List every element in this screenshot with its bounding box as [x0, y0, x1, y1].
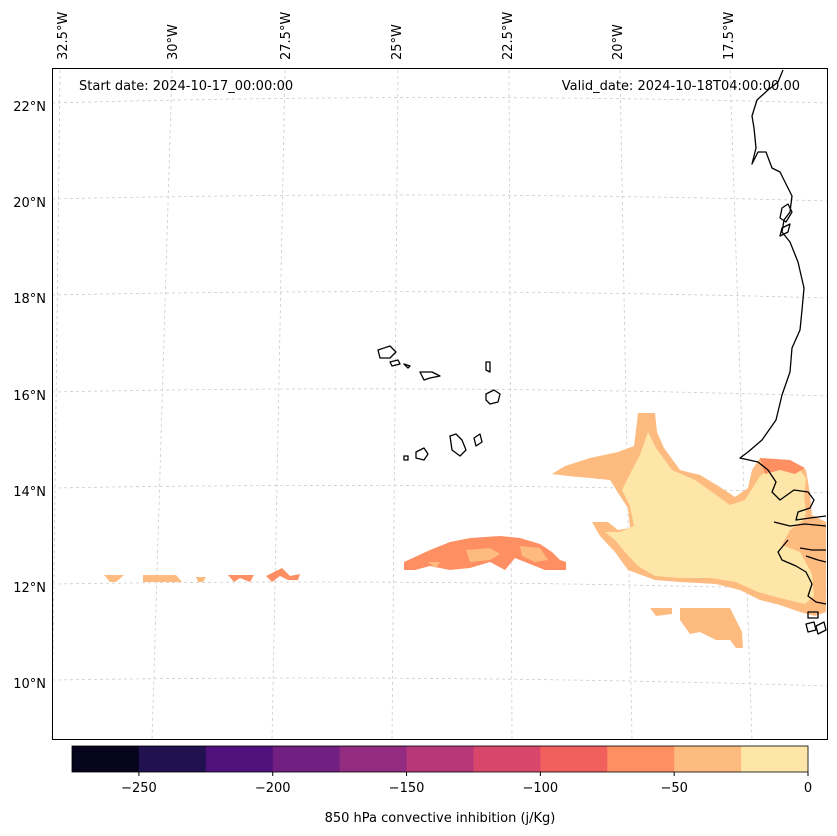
- lon-label: 30°W: [166, 24, 181, 60]
- cin-area-light-orange-west-a: [104, 575, 124, 582]
- start-date-label: Start date: 2024-10-17_00:00:00: [79, 79, 293, 94]
- colorbar-swatch: [272, 746, 341, 772]
- island-bissagos-a: [805, 621, 817, 633]
- grid-line-lon-30: [151, 69, 173, 741]
- grid-line-lat-18: [51, 291, 829, 299]
- cin-area-light-orange-west-b: [143, 575, 182, 582]
- colorbar-tick-label: −250: [121, 781, 157, 796]
- african-coastline: [739, 69, 827, 521]
- lat-label: 14°N: [13, 485, 46, 500]
- colorbar-swatch: [540, 746, 608, 772]
- island-bissagos-b: [815, 621, 827, 635]
- colorbar-swatch: [406, 746, 474, 772]
- cin-area-light-orange-west-c: [196, 577, 206, 582]
- grid-line-lat-10: [51, 677, 829, 687]
- island-brava: [403, 455, 409, 461]
- island-sal: [485, 361, 491, 373]
- colorbar-swatch: [138, 746, 207, 772]
- lon-label: 27.5°W: [279, 12, 294, 60]
- colorbar-swatch: [607, 746, 675, 772]
- colorbar-swatch: [741, 746, 809, 772]
- cin-area-light-orange-central-a: [466, 548, 500, 562]
- grid-line-lon-27-5: [271, 69, 286, 741]
- colorbar-tick-label: −100: [523, 781, 559, 796]
- colorbar-swatch: [339, 746, 408, 772]
- cin-area-pale-yellow: [605, 432, 814, 604]
- colorbar-swatch: [674, 746, 742, 772]
- coastlines: [377, 69, 827, 635]
- island-santiago: [449, 433, 467, 457]
- island-sao-nicolau: [419, 371, 441, 381]
- colorbar: −250 −200 −150 −100 −50 0: [71, 745, 812, 796]
- cin-area-light-orange-central-c: [428, 562, 440, 568]
- island-boa-vista: [485, 389, 501, 405]
- map-frame: [52, 68, 828, 740]
- colorbar-tick-label: −50: [660, 781, 687, 796]
- colorbar-tick-label: −150: [389, 781, 425, 796]
- lat-label: 10°N: [13, 677, 46, 692]
- cin-area-orange-west-e: [266, 568, 300, 582]
- grid-line-lon-20: [619, 69, 633, 741]
- colorbar-title: 850 hPa convective inhibition (j/Kg): [325, 811, 556, 826]
- island-coast-a: [779, 203, 793, 223]
- graticule: [51, 69, 829, 741]
- colorbar-swatch: [473, 746, 541, 772]
- island-santa-luzia: [403, 363, 411, 369]
- grid-line-lon-17-5: [729, 69, 753, 741]
- island-bissagos-c: [807, 611, 819, 619]
- lon-label: 17.5°W: [722, 12, 737, 60]
- lat-label: 18°N: [13, 292, 46, 307]
- grid-line-lat-14: [51, 485, 829, 494]
- grid-line-lat-22: [51, 97, 829, 104]
- lat-label: 20°N: [13, 196, 46, 211]
- lat-label: 16°N: [13, 389, 46, 404]
- colorbar-swatch: [72, 746, 140, 772]
- lon-label: 25°W: [390, 24, 405, 60]
- latitude-labels: 22°N 20°N 18°N 16°N 14°N 12°N 10°N: [13, 100, 46, 692]
- cin-area-light-orange-central-b: [520, 546, 548, 562]
- island-sao-vicente: [389, 359, 401, 367]
- coast-gambia: [773, 521, 827, 527]
- cin-contour-field: [104, 413, 826, 648]
- lat-label: 12°N: [13, 581, 46, 596]
- island-santo-antao: [377, 345, 397, 359]
- grid-line-lat-16: [51, 388, 829, 397]
- grid-line-lon-25: [391, 69, 399, 741]
- grid-line-lat-20: [51, 194, 829, 202]
- island-fogo: [415, 447, 429, 461]
- valid-date-label: Valid_date: 2024-10-18T04:00:00.00: [562, 79, 800, 94]
- colorbar-swatch: [205, 746, 274, 772]
- island-maio: [473, 433, 483, 447]
- coast-south-3: [805, 555, 827, 563]
- longitude-labels: 32.5°W 30°W 27.5°W 25°W 22.5°W 20°W 17.5…: [56, 12, 737, 60]
- coast-south-2: [799, 547, 826, 551]
- coast-south-1: [777, 539, 827, 605]
- lat-label: 22°N: [13, 100, 46, 115]
- lon-label: 32.5°W: [56, 12, 71, 60]
- lon-label: 20°W: [611, 24, 626, 60]
- cin-area-light-orange-south: [650, 608, 743, 648]
- lon-label: 22.5°W: [501, 12, 516, 60]
- grid-line-lon-32-5: [51, 69, 61, 741]
- grid-line-lat-12: [51, 581, 829, 591]
- colorbar-tick-label: −200: [255, 781, 291, 796]
- cin-area-orange-west-d: [228, 575, 254, 582]
- grid-line-lon-22-5: [508, 69, 513, 741]
- cin-area-orange-east: [760, 458, 805, 474]
- colorbar-frame: [71, 745, 809, 773]
- island-coast-b: [779, 223, 791, 237]
- colorbar-tick-label: 0: [804, 781, 812, 796]
